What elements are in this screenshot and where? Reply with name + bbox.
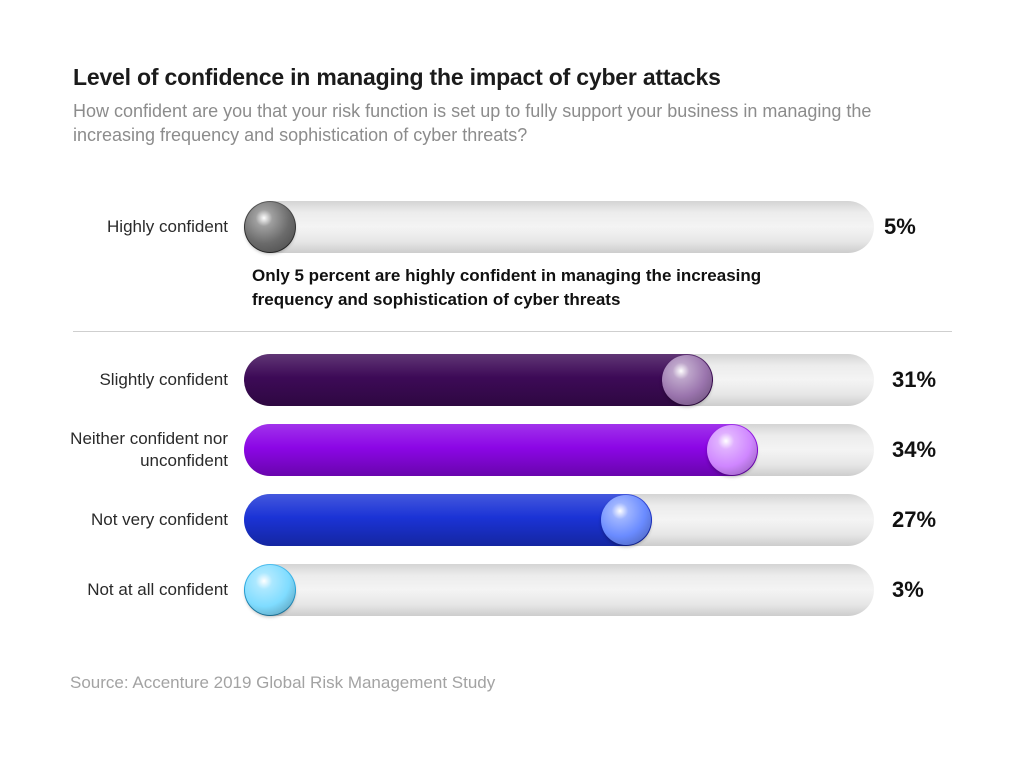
- bar-value-label: 3%: [892, 577, 924, 602]
- chart-subtitle: How confident are you that your risk fun…: [73, 101, 872, 145]
- bar-track: [244, 354, 874, 406]
- bar-track: [244, 424, 874, 476]
- chart-title: Level of confidence in managing the impa…: [73, 64, 721, 90]
- bar-track: [244, 564, 874, 616]
- bar-category-label: Highly confident: [107, 217, 228, 236]
- bar-row: Neither confident nor unconfident 34%: [0, 424, 1024, 476]
- bar-category-label: Not at all confident: [87, 580, 228, 599]
- highlight-annotation: Only 5 percent are highly confident in m…: [252, 266, 762, 309]
- bar-row: Slightly confident 31%: [0, 354, 1024, 406]
- bar-fill: [244, 354, 713, 406]
- bar-fill: [244, 494, 653, 546]
- bar-value-label: 5%: [884, 214, 916, 239]
- bar-value-label: 27%: [892, 507, 937, 532]
- bar-fill: [244, 424, 759, 476]
- bar-track: [244, 494, 874, 546]
- source-note: Source: Accenture 2019 Global Risk Manag…: [70, 673, 496, 692]
- bar-row: Highly confident 5%: [0, 201, 1024, 253]
- bar-category-label: Neither confident nor unconfident: [70, 429, 228, 470]
- bar-category-label: Slightly confident: [99, 370, 228, 389]
- bar-end-sphere: [245, 565, 295, 615]
- bar-value-label: 34%: [892, 437, 937, 462]
- bar-end-sphere: [661, 355, 712, 405]
- bar-end-sphere: [601, 495, 652, 545]
- bar-end-sphere: [707, 425, 758, 475]
- bar-row: Not at all confident 3%: [0, 564, 1024, 616]
- divider: [73, 331, 952, 332]
- bar-category-label: Not very confident: [90, 510, 228, 529]
- bar-end-sphere: [245, 202, 295, 252]
- bar-row: Not very confident 27%: [0, 494, 1024, 546]
- bar-value-label: 31%: [892, 367, 937, 392]
- bar-track: [244, 201, 874, 253]
